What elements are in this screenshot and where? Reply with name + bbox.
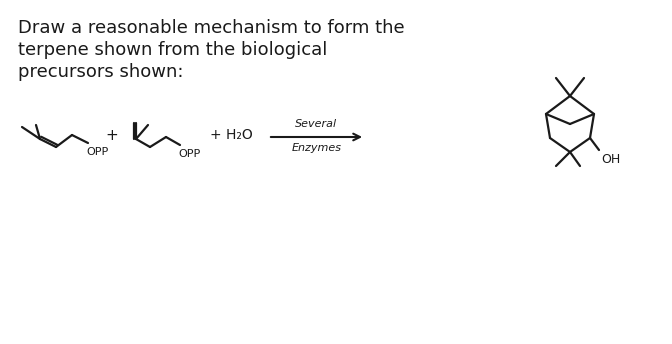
Text: Enzymes: Enzymes	[292, 143, 341, 153]
Text: + H₂O: + H₂O	[210, 128, 253, 142]
Text: OPP: OPP	[178, 149, 200, 159]
Text: Several: Several	[296, 119, 337, 129]
Text: Draw a reasonable mechanism to form the: Draw a reasonable mechanism to form the	[18, 19, 405, 37]
Text: +: +	[106, 128, 118, 142]
Text: OH: OH	[601, 153, 620, 166]
Text: OPP: OPP	[86, 147, 108, 157]
Text: terpene shown from the biological: terpene shown from the biological	[18, 41, 327, 59]
Text: precursors shown:: precursors shown:	[18, 63, 183, 81]
